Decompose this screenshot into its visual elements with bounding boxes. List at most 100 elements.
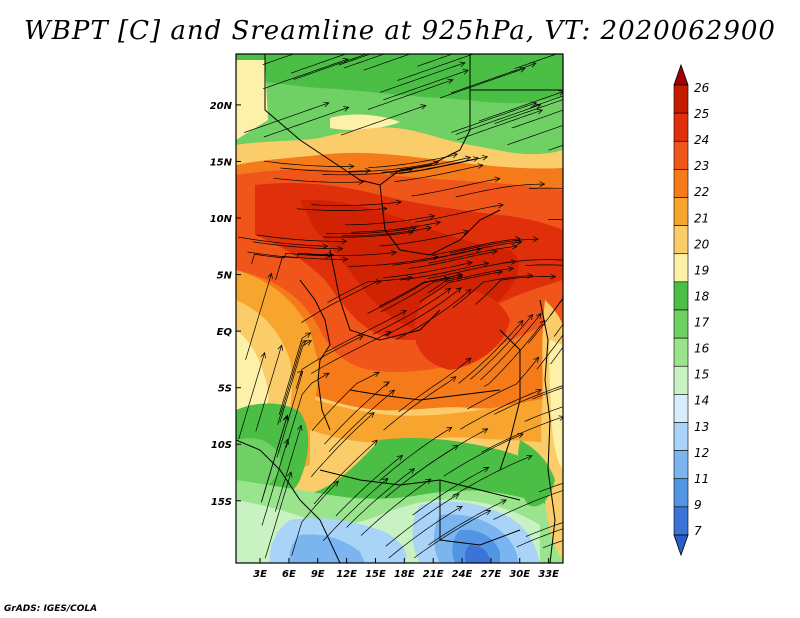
colorbar-label: 22 [694, 185, 709, 199]
colorbar-label: 14 [694, 394, 709, 408]
streamline-arrow [396, 455, 404, 461]
streamline [367, 277, 450, 314]
streamline-arrow [348, 163, 355, 170]
streamline [368, 153, 458, 168]
streamline-arrow [459, 61, 466, 67]
streamline-arrow [365, 167, 372, 174]
streamline [291, 480, 339, 556]
lat-tick-label: 5S [218, 384, 232, 395]
streamline [467, 357, 539, 410]
streamline-arrow [434, 220, 442, 226]
streamline-arrow [587, 114, 593, 119]
colorbar-segment [673, 225, 689, 255]
streamline-arrow [574, 93, 580, 98]
streamline-arrow [583, 259, 588, 264]
streamline [494, 385, 563, 415]
colorbar-label: 24 [694, 133, 709, 147]
streamline-arrow [408, 468, 416, 474]
streamline-arrow [526, 454, 533, 461]
streamline [394, 164, 484, 182]
streamline-arrow [444, 287, 452, 294]
streamline-arrow [614, 276, 619, 281]
streamline-arrow [633, 224, 638, 229]
streamline-arrow [491, 249, 498, 255]
lon-tick-label: 12E [336, 569, 357, 580]
colorbar-segment [673, 506, 689, 536]
streamline-arrow [337, 245, 344, 252]
streamline [341, 227, 432, 237]
streamline [311, 331, 391, 374]
streamline [514, 54, 558, 70]
streamline-arrow [606, 507, 611, 512]
streamline [285, 372, 330, 448]
streamline-arrow [341, 238, 348, 245]
streamline [411, 178, 500, 197]
streamline-arrow [420, 104, 427, 110]
streamline-arrow [527, 313, 534, 321]
colorbar-segment [673, 281, 689, 311]
streamline [360, 478, 432, 536]
streamline [450, 62, 537, 94]
streamline [346, 468, 415, 528]
streamline [398, 156, 488, 175]
streamline [348, 256, 438, 267]
streamline-arrow [535, 103, 542, 109]
streamline [262, 54, 295, 66]
streamline-arrow [297, 424, 303, 431]
streamline-arrow [483, 261, 490, 267]
colorbar-label: 15 [694, 368, 709, 382]
streamline [452, 275, 533, 309]
streamline [262, 58, 349, 90]
streamline [238, 236, 328, 247]
streamline [263, 106, 349, 138]
streamline-arrow [446, 426, 453, 433]
streamline [261, 439, 289, 526]
streamline [383, 376, 457, 431]
colorbar-label: 13 [694, 420, 709, 434]
streamline-arrow [373, 371, 380, 377]
streamline-arrow [455, 287, 462, 294]
streamline-arrow [585, 297, 590, 303]
streamline [451, 455, 533, 497]
streamline-arrow [462, 69, 469, 75]
streamline [428, 245, 518, 264]
streamline-arrow [558, 415, 563, 421]
streamline [379, 230, 469, 247]
streamline-arrow [383, 381, 390, 387]
chart-title: WBPT [C] and Sreamline at 925hPa, VT: 20… [24, 16, 776, 46]
streamline-arrow [535, 388, 542, 395]
colorbar-label: 21 [694, 211, 709, 225]
colorbar: 26 25 24 23 22 21 20 19 18 17 16 15 14 13 12 11 9 7 [673, 63, 710, 557]
streamline-arrow [536, 109, 544, 115]
streamline-arrow [477, 163, 484, 169]
colorbar-bottom-extend [673, 534, 689, 557]
streamline [255, 345, 283, 432]
streamline [277, 340, 307, 425]
streamline [383, 69, 469, 101]
lat-tick-label: EQ [217, 327, 233, 338]
streamline [350, 221, 441, 233]
streamline [335, 455, 403, 517]
streamline [542, 540, 563, 549]
streamline [264, 471, 292, 559]
streamline-arrow [595, 347, 600, 353]
credit-label: GrADS: IGES/COLA [4, 604, 98, 614]
streamline-arrow [305, 340, 312, 346]
streamline-arrow [369, 24, 375, 29]
streamline [433, 241, 522, 259]
streamline-arrow [581, 277, 586, 282]
streamline-arrow [558, 90, 563, 96]
streamline-arrow [591, 98, 597, 103]
streamline [363, 54, 411, 71]
streamline [498, 259, 563, 265]
streamline [443, 433, 524, 477]
streamline-arrow [605, 392, 610, 397]
streamline [398, 357, 472, 412]
axes: 3E 6E 9E 12E 15E 18E 21E 24E 27E 30E 33E 20N 15N 10N 5… [210, 101, 559, 580]
streamline [280, 167, 371, 172]
streamline-arrow [628, 120, 634, 125]
lat-tick-label: 10S [211, 440, 232, 451]
colorbar-label: 20 [694, 237, 710, 251]
streamline [511, 109, 563, 129]
